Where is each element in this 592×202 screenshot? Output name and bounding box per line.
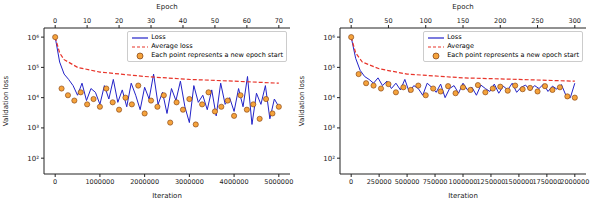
svg-text:Iteration: Iteration (152, 192, 182, 200)
svg-text:3000000: 3000000 (175, 178, 204, 186)
svg-text:10⁴: 10⁴ (27, 94, 39, 102)
svg-text:10³: 10³ (323, 124, 335, 132)
html-text:Average: Average (447, 42, 474, 50)
svg-text:70: 70 (275, 17, 283, 25)
svg-text:0: 0 (349, 178, 353, 186)
svg-text:10²: 10² (323, 155, 335, 163)
svg-text:1250000: 1250000 (476, 178, 505, 186)
svg-text:10⁵: 10⁵ (323, 64, 335, 72)
svg-text:40: 40 (179, 17, 187, 25)
svg-text:Validation loss: Validation loss (298, 75, 306, 126)
svg-text:250000: 250000 (367, 178, 392, 186)
svg-text:5000000: 5000000 (264, 178, 293, 186)
svg-text:20: 20 (115, 17, 123, 25)
svg-text:60: 60 (243, 17, 251, 25)
svg-text:Validation loss: Validation loss (8, 75, 10, 126)
svg-text:1500000: 1500000 (504, 178, 533, 186)
svg-text:200: 200 (494, 17, 506, 25)
svg-text:Epoch: Epoch (156, 3, 177, 11)
svg-text:1750000: 1750000 (532, 178, 561, 186)
svg-text:750000: 750000 (423, 178, 448, 186)
svg-text:2000000: 2000000 (560, 178, 584, 186)
html-text:Each point represents a new ep: Each point represents a new epoch start (447, 51, 579, 59)
svg-text:50: 50 (384, 17, 392, 25)
svg-text:0: 0 (53, 178, 57, 186)
html-text:Loss: Loss (151, 33, 166, 41)
html-text:Each point represents a new ep: Each point represents a new epoch start (151, 51, 283, 59)
svg-text:250: 250 (531, 17, 543, 25)
svg-text:30: 30 (147, 17, 155, 25)
svg-text:1000000: 1000000 (85, 178, 114, 186)
html-text:Loss: Loss (447, 33, 462, 41)
svg-text:10²: 10² (27, 155, 39, 163)
svg-text:0: 0 (53, 17, 57, 25)
svg-text:10⁵: 10⁵ (27, 64, 39, 72)
svg-text:300: 300 (569, 17, 581, 25)
svg-text:2000000: 2000000 (130, 178, 159, 186)
svg-text:4000000: 4000000 (220, 178, 249, 186)
svg-text:150: 150 (457, 17, 469, 25)
svg-text:0: 0 (349, 17, 353, 25)
svg-text:Epoch: Epoch (452, 3, 473, 11)
svg-text:10⁶: 10⁶ (27, 34, 39, 42)
svg-text:100: 100 (420, 17, 432, 25)
svg-text:Iteration: Iteration (448, 192, 478, 200)
svg-text:10: 10 (83, 17, 91, 25)
html-text:Average loss: Average loss (151, 42, 193, 50)
svg-text:10³: 10³ (27, 124, 39, 132)
svg-text:1000000: 1000000 (449, 178, 478, 186)
svg-text:50: 50 (211, 17, 219, 25)
svg-text:500000: 500000 (395, 178, 420, 186)
svg-text:10⁴: 10⁴ (323, 94, 335, 102)
svg-text:10⁶: 10⁶ (323, 34, 335, 42)
